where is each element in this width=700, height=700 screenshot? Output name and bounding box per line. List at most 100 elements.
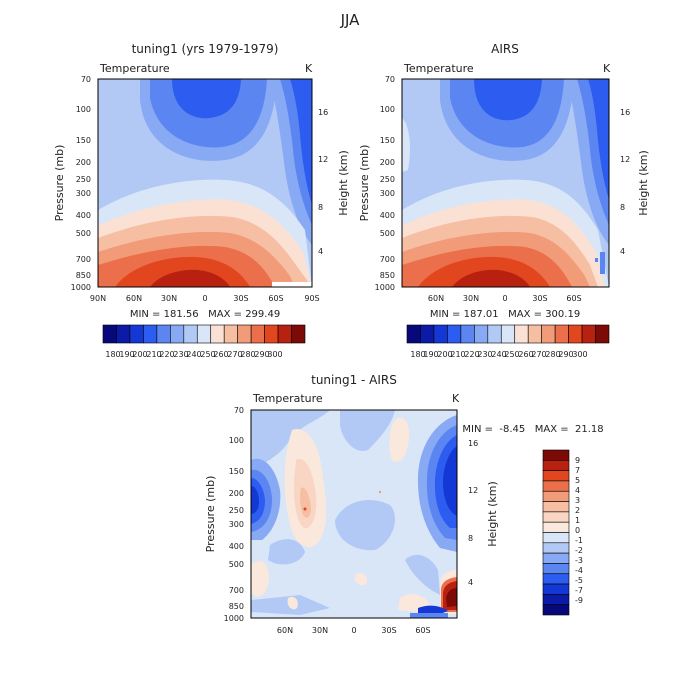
contour-band-11 bbox=[251, 561, 269, 597]
contour-band-13 bbox=[150, 269, 230, 287]
y-tick-label: 300 bbox=[229, 520, 244, 529]
colorbar-labels: 180 190 200 210 220 230 240 250 260 270 … bbox=[105, 350, 282, 359]
panel-title: AIRS bbox=[491, 42, 519, 56]
colorbar-label: 7 bbox=[575, 466, 580, 475]
y-tick-label: 700 bbox=[229, 586, 244, 595]
contour-band-18 bbox=[251, 486, 259, 514]
units-label: K bbox=[305, 62, 313, 75]
contour-band-9 bbox=[299, 487, 311, 518]
y-tick-labels: 70 100 150 200 250 300 400 500 700 850 1… bbox=[224, 406, 244, 623]
x-tick-label: 90S bbox=[304, 294, 319, 303]
contour-band-15 bbox=[600, 252, 605, 274]
contour-spot bbox=[303, 507, 307, 511]
contour-band-3 bbox=[335, 500, 395, 551]
y-tick-label: 500 bbox=[229, 560, 244, 569]
colorbar-label: 300 bbox=[267, 350, 282, 359]
y-tick-label: 850 bbox=[380, 271, 395, 280]
x-tick-label: 0 bbox=[502, 294, 507, 303]
y-axis-label: Pressure (mb) bbox=[358, 145, 371, 222]
contour-band-26 bbox=[446, 588, 457, 607]
colorbar-swatch bbox=[542, 501, 570, 513]
contour-band-4 bbox=[474, 79, 542, 121]
colorbar-label: -9 bbox=[575, 596, 583, 605]
contour-spot bbox=[378, 490, 382, 494]
field-label: Temperature bbox=[99, 62, 170, 75]
panel-title: tuning1 (yrs 1979-1979) bbox=[132, 42, 279, 56]
y-tick-label: 250 bbox=[229, 506, 244, 515]
y2-tick-label: 16 bbox=[620, 108, 630, 117]
y-tick-labels: 70 100 150 200 250 300 400 500 700 850 1… bbox=[375, 75, 395, 292]
y2-tick-label: 16 bbox=[318, 108, 328, 117]
colorbar-label: 3 bbox=[575, 496, 580, 505]
contour-band-7 bbox=[588, 79, 609, 200]
colorbar-swatch bbox=[143, 324, 158, 344]
colorbar-label: -5 bbox=[575, 576, 583, 585]
contour-band-27 bbox=[418, 605, 448, 614]
field-label: Temperature bbox=[403, 62, 474, 75]
y2-tick-label: 4 bbox=[468, 578, 473, 587]
colorbar-swatch bbox=[264, 324, 279, 344]
y-axis-label: Pressure (mb) bbox=[204, 476, 217, 553]
field-label: Temperature bbox=[252, 392, 323, 405]
x-tick-label: 0 bbox=[202, 294, 207, 303]
colorbar-swatch bbox=[210, 324, 225, 344]
y-tick-label: 200 bbox=[380, 158, 395, 167]
colorbar-label: 210 bbox=[146, 350, 161, 359]
colorbar-swatch bbox=[196, 324, 212, 344]
x-tick-labels: 60N 30N 0 30S 60S bbox=[428, 294, 582, 303]
colorbar-swatch bbox=[406, 324, 421, 344]
y2-tick-labels: 16 12 8 4 bbox=[468, 439, 478, 587]
y-tick-label: 150 bbox=[229, 467, 244, 476]
colorbar-2: 180 190 200 210 220 230 240 250 260 270 … bbox=[406, 324, 610, 359]
contour-band-16 bbox=[595, 258, 598, 262]
colorbar-swatch bbox=[500, 324, 516, 344]
colorbar-label: 210 bbox=[450, 350, 465, 359]
colorbar-swatch bbox=[542, 542, 570, 554]
panel-title: tuning1 - AIRS bbox=[311, 373, 397, 387]
x-tick-label: 60S bbox=[415, 626, 430, 635]
colorbar-swatch bbox=[250, 324, 265, 344]
y-axis-label: Pressure (mb) bbox=[53, 145, 66, 222]
y-tick-label: 700 bbox=[76, 255, 91, 264]
colorbar-label: 190 bbox=[423, 350, 438, 359]
colorbar-label: 260 bbox=[518, 350, 533, 359]
units-label: K bbox=[603, 62, 611, 75]
x-tick-label: 60N bbox=[428, 294, 444, 303]
colorbar-swatch bbox=[542, 552, 570, 564]
x-tick-label: 30N bbox=[312, 626, 328, 635]
x-tick-label: 30S bbox=[532, 294, 547, 303]
panel-tuning1: tuning1 (yrs 1979-1979) Temperature K 90… bbox=[53, 42, 350, 359]
colorbar-label: 2 bbox=[575, 506, 580, 515]
colorbar-3: 9 7 5 4 3 2 1 0 -1 -2 -3 -4 -5 -7 -9 bbox=[542, 449, 583, 616]
y-tick-label: 100 bbox=[229, 436, 244, 445]
colorbar-swatch bbox=[447, 324, 462, 344]
y2-tick-label: 12 bbox=[318, 155, 328, 164]
x-tick-labels: 90N 60N 30N 0 30S 60S 90S bbox=[90, 294, 320, 303]
colorbar-label: 270 bbox=[531, 350, 546, 359]
contour-band-28 bbox=[410, 613, 448, 618]
contour-field bbox=[251, 410, 457, 618]
contour-band-13 bbox=[354, 573, 368, 586]
colorbar-label: 250 bbox=[504, 350, 519, 359]
colorbar-label: 9 bbox=[575, 456, 580, 465]
colorbar-label: -4 bbox=[575, 566, 583, 575]
y-tick-label: 700 bbox=[380, 255, 395, 264]
contour-band-4 bbox=[268, 539, 305, 565]
y2-tick-label: 8 bbox=[620, 203, 625, 212]
colorbar-label: 270 bbox=[227, 350, 242, 359]
colorbar-swatch bbox=[542, 480, 570, 492]
y-tick-label: 500 bbox=[380, 229, 395, 238]
y-tick-label: 70 bbox=[234, 406, 244, 415]
y-tick-labels: 70 100 150 200 250 300 400 500 700 850 1… bbox=[71, 75, 91, 292]
colorbar-swatch bbox=[542, 470, 570, 482]
colorbar-label: 200 bbox=[132, 350, 147, 359]
y-tick-label: 150 bbox=[76, 136, 91, 145]
y2-axis-label: Height (km) bbox=[486, 481, 499, 547]
colorbar-swatch bbox=[223, 324, 238, 344]
colorbar-swatch bbox=[542, 594, 570, 605]
y-tick-label: 70 bbox=[385, 75, 395, 84]
colorbar-swatch bbox=[542, 573, 570, 585]
x-tick-label: 90N bbox=[90, 294, 106, 303]
colorbar-swatch bbox=[542, 460, 570, 471]
x-tick-label: 0 bbox=[351, 626, 356, 635]
